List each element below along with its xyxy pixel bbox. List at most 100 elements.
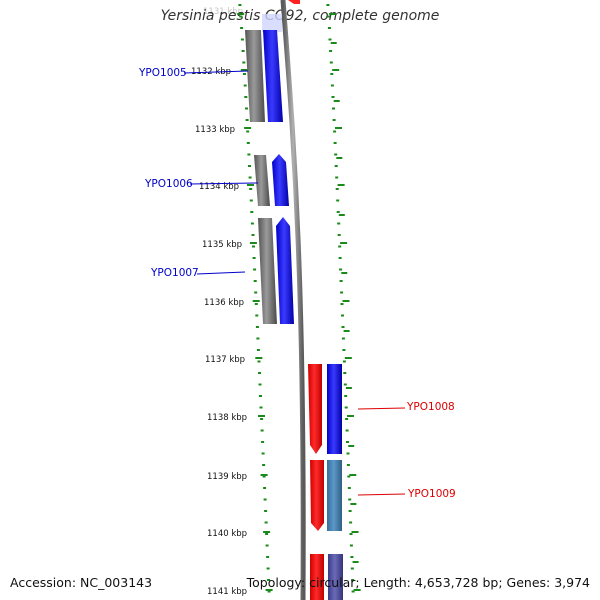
- tick-mark: [338, 257, 342, 259]
- tick-mark: [344, 357, 352, 359]
- tick-mark: [329, 13, 337, 15]
- feature-red-ypo1009: [310, 460, 324, 531]
- tick-mark: [336, 157, 343, 159]
- leader-line-ypo1008: [357, 407, 406, 410]
- tick-mark: [346, 464, 350, 466]
- tick-mark: [344, 395, 348, 397]
- feature-steel-right: [327, 460, 342, 531]
- tick-mark: [251, 234, 255, 236]
- tick-mark: [352, 561, 359, 563]
- tick-label-1135: 1135 kbp: [202, 240, 242, 250]
- tick-mark: [336, 211, 340, 213]
- tick-mark: [350, 556, 354, 558]
- tick-mark: [331, 96, 335, 98]
- tick-label-1140: 1140 kbp: [207, 529, 247, 539]
- tick-mark: [342, 360, 346, 363]
- tick-mark: [242, 61, 246, 64]
- tick-mark: [344, 406, 348, 409]
- tick-mark: [241, 50, 245, 52]
- feature-gray-3: [258, 218, 277, 324]
- tick-mark: [257, 360, 261, 363]
- tick-mark: [267, 590, 271, 593]
- tick-mark: [346, 452, 350, 455]
- topology-text: Topology: circular; Length: 4,653,728 bp…: [246, 575, 590, 590]
- gene-label-ypo1008[interactable]: YPO1008: [406, 401, 455, 413]
- tick-mark: [255, 326, 259, 328]
- tick-label-1141: 1141 kbp: [207, 587, 247, 597]
- tick-mark: [332, 119, 336, 121]
- tick-mark: [237, 13, 245, 15]
- tick-mark: [338, 245, 342, 248]
- tick-mark: [245, 107, 248, 110]
- tick-mark: [330, 42, 337, 44]
- tick-mark: [348, 445, 355, 447]
- tick-mark: [244, 96, 248, 98]
- tick-mark: [255, 314, 259, 317]
- tick-mark: [247, 153, 251, 156]
- tick-mark: [345, 429, 349, 432]
- tick-mark: [341, 337, 345, 340]
- genome-backbone: [280, 0, 306, 600]
- tick-mark: [262, 475, 266, 478]
- map-title: Yersinia pestis CO92, complete genome: [160, 8, 440, 24]
- tick-label-1137: 1137 kbp: [205, 355, 245, 365]
- tick-mark: [330, 84, 334, 87]
- tick-mark: [341, 314, 344, 317]
- tick-mark: [349, 521, 353, 524]
- tick-mark: [253, 268, 257, 271]
- gene-label-ypo1009[interactable]: YPO1009: [407, 488, 456, 500]
- tick-mark: [267, 579, 271, 581]
- feature-gray-2: [254, 155, 270, 206]
- feature-slate-bottom: [328, 554, 343, 600]
- gene-label-ypo1006[interactable]: YPO1006: [144, 178, 193, 190]
- tick-mark: [327, 15, 331, 18]
- tick-mark: [339, 268, 343, 271]
- tick-mark: [247, 184, 254, 186]
- tick-mark: [243, 84, 247, 87]
- tick-mark: [350, 567, 354, 570]
- tick-mark: [265, 544, 269, 547]
- leader-line-ypo1005: [183, 70, 249, 74]
- tick-mark: [266, 556, 270, 558]
- tick-mark: [245, 119, 249, 121]
- tick-mark: [238, 4, 242, 6]
- tick-label-1134: 1134 kbp: [199, 182, 239, 192]
- tick-mark: [326, 4, 330, 6]
- gene-label-ypo1007[interactable]: YPO1007: [150, 267, 199, 279]
- feature-red-bottom: [310, 554, 324, 600]
- gene-label-ypo1005[interactable]: YPO1005: [138, 67, 187, 79]
- tick-mark: [339, 280, 343, 282]
- tick-mark: [252, 257, 256, 259]
- top-partial-feature: [288, 0, 300, 4]
- tick-mark: [342, 349, 346, 351]
- tick-mark: [328, 38, 332, 41]
- tick-mark: [256, 337, 260, 340]
- tick-mark: [335, 188, 339, 190]
- tick-mark: [266, 567, 270, 570]
- tick-mark: [246, 142, 250, 144]
- feature-blue-ypo1005: [263, 30, 283, 122]
- tick-mark: [351, 531, 359, 533]
- tick-mark: [250, 211, 254, 213]
- tick-mark: [337, 184, 345, 186]
- tick-mark: [334, 165, 338, 167]
- tick-mark: [330, 73, 334, 75]
- tick-mark: [338, 214, 345, 216]
- tick-mark: [337, 234, 341, 236]
- tick-mark: [341, 272, 348, 274]
- tick-mark: [329, 50, 333, 52]
- tick-mark: [252, 300, 260, 302]
- tick-mark: [335, 176, 339, 179]
- tick-mark: [329, 61, 333, 64]
- tick-mark: [353, 589, 361, 591]
- tick-mark: [349, 474, 357, 476]
- tick-mark: [337, 222, 341, 225]
- tick-mark: [252, 245, 255, 248]
- tick-mark: [332, 107, 335, 110]
- tick-mark: [260, 418, 264, 420]
- tick-mark: [240, 69, 248, 71]
- tick-mark: [347, 475, 351, 478]
- tick-mark: [253, 280, 257, 282]
- tick-mark: [340, 303, 344, 305]
